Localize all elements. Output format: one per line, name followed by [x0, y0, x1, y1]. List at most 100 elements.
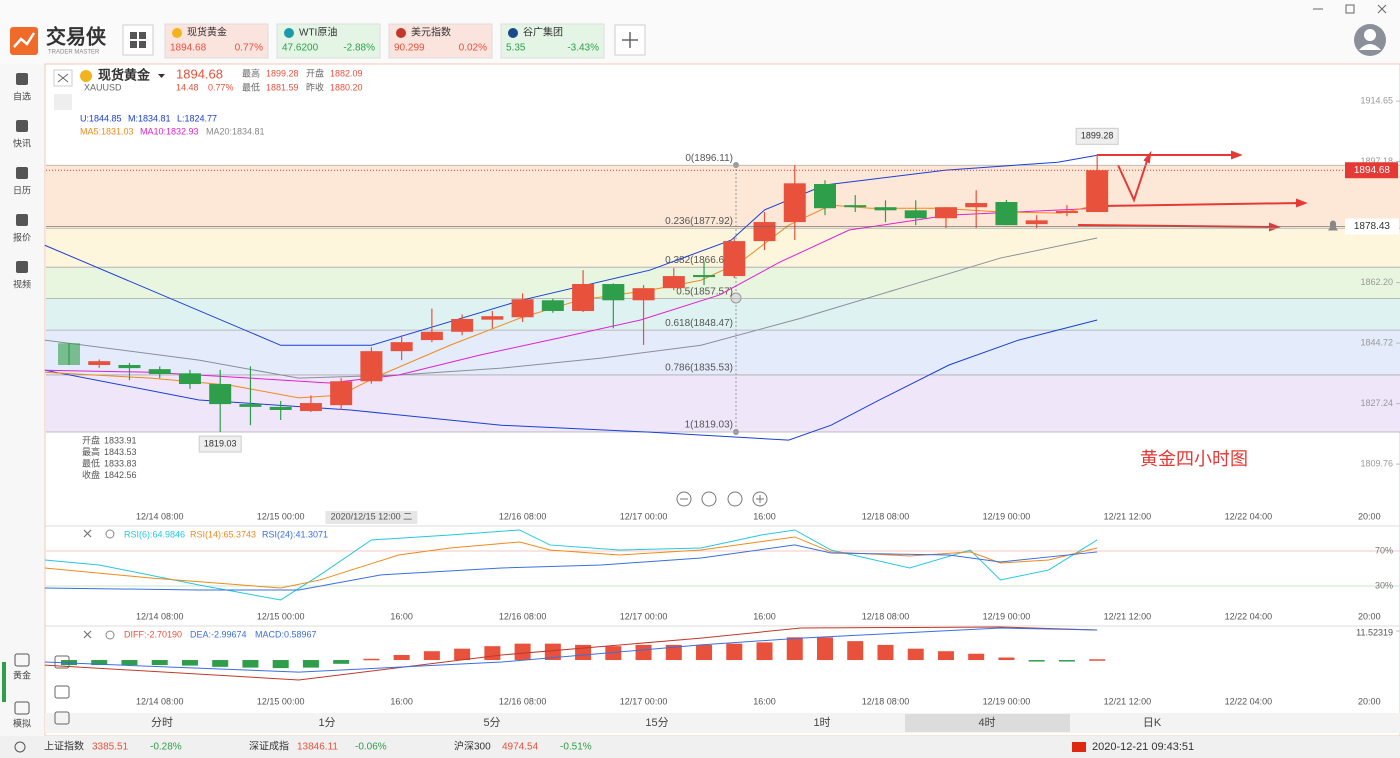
label: 1894.68: [170, 43, 207, 54]
x-tick-label: 20:00: [1358, 611, 1381, 621]
window-controls[interactable]: [1313, 4, 1387, 14]
tab[interactable]: [388, 23, 493, 59]
label: 收盘: [82, 469, 100, 480]
sidebar-item[interactable]: 模拟: [13, 717, 31, 728]
period-tab[interactable]: 4时: [978, 716, 995, 729]
macd-bar: [272, 660, 289, 669]
sidebar-item[interactable]: 黄金: [13, 669, 31, 680]
label: 1833.83: [104, 458, 137, 468]
y-tick-label: 1844.72: [1360, 338, 1393, 348]
fib-band: [46, 298, 1400, 331]
label: WTI原油: [299, 26, 337, 39]
legend-entry: MACD:0.58967: [255, 629, 317, 639]
sidebar-item[interactable]: 报价: [13, 231, 31, 242]
sidebar: [0, 64, 45, 736]
index-name: 深证成指: [249, 740, 289, 753]
icon: [139, 32, 146, 39]
zoom-in[interactable]: [752, 491, 768, 507]
period-tab[interactable]: 1时: [813, 716, 830, 729]
draw-tool-button[interactable]: [54, 94, 72, 110]
period-tab[interactable]: 分时: [151, 716, 173, 729]
fib-handle[interactable]: [730, 292, 742, 304]
last-price-label: 1894.68: [1354, 165, 1391, 176]
y-tick-label: 1827.24: [1360, 398, 1393, 408]
x-tick-label: 12/14 08:00: [136, 511, 184, 521]
x-tick-label: 12/19 00:00: [983, 611, 1031, 621]
cursor-time-bg: [325, 511, 418, 524]
label: 1833.91: [104, 435, 137, 445]
x-tick-label: 12/16 08:00: [499, 611, 547, 621]
candle-body: [1055, 211, 1078, 214]
tool-button[interactable]: [54, 685, 70, 699]
macd-bar: [696, 644, 713, 661]
label: 0.77%: [235, 43, 263, 54]
macd-bar: [544, 643, 561, 661]
sidebar-item[interactable]: 自选: [13, 90, 31, 101]
alert-label: 1878.43: [1354, 221, 1391, 232]
tab-icon: [172, 28, 182, 38]
x-tick-label: 16:00: [753, 511, 776, 521]
legend-entry: RSI(24):41.3071: [262, 529, 328, 539]
legend-entry: DEA:-2.99674: [190, 629, 247, 639]
candle-body: [1025, 220, 1048, 225]
period-tab[interactable]: 日K: [1143, 717, 1162, 729]
candle-body: [330, 381, 353, 406]
x-tick-label: 12/19 00:00: [983, 511, 1031, 521]
tab[interactable]: [276, 23, 381, 59]
icon: [1364, 29, 1376, 41]
candle-body: [209, 384, 232, 405]
candle-body: [541, 300, 564, 312]
x-tick-label: 12/15 00:00: [257, 696, 305, 706]
candle-body: [844, 205, 867, 208]
macd-bar: [393, 654, 410, 661]
candle-body: [632, 288, 655, 301]
sidebar-item[interactable]: 日历: [13, 185, 31, 195]
dropdown-icon[interactable]: [158, 74, 165, 78]
settings-icon[interactable]: [105, 630, 115, 640]
x-tick-label: 12/17 00:00: [620, 696, 668, 706]
prev[interactable]: [701, 491, 717, 507]
macd-bar: [1028, 660, 1045, 662]
next[interactable]: [727, 491, 743, 507]
indicator-line: [44, 319, 1098, 441]
tool-button[interactable]: [54, 711, 70, 725]
macd-bar: [968, 653, 985, 661]
period-tab[interactable]: 1分: [318, 716, 335, 729]
label: 1880.20: [330, 82, 363, 92]
macd-bar: [423, 651, 440, 661]
macd-bar: [91, 660, 108, 666]
label: 现货黄金: [187, 26, 227, 39]
tab[interactable]: [164, 23, 269, 59]
macd-bar: [302, 660, 319, 668]
tab[interactable]: [500, 23, 605, 59]
period-tab[interactable]: 15分: [645, 716, 668, 729]
sidebar-item[interactable]: 视频: [13, 278, 31, 289]
candle-body: [178, 373, 201, 385]
y-tick-label: 30%: [1375, 580, 1393, 590]
tool-button[interactable]: [54, 655, 70, 669]
macd-bar: [635, 644, 652, 661]
y-tick-label: 70%: [1375, 545, 1393, 555]
settings-icon[interactable]: [105, 529, 115, 539]
candle-body: [572, 284, 595, 312]
label: 1842.56: [104, 470, 137, 480]
macd-line: [44, 627, 1098, 673]
icon: [139, 41, 146, 48]
candle-body: [934, 207, 957, 219]
candle-body: [390, 342, 413, 352]
grid-button[interactable]: [122, 24, 154, 56]
icon: [1359, 44, 1381, 50]
label: 现货黄金: [98, 67, 151, 82]
macd-bar: [1089, 659, 1106, 661]
fib-label: 0.786(1835.53): [665, 363, 733, 374]
sidebar-item[interactable]: 快讯: [13, 137, 31, 148]
fib-label: 0.236(1877.92): [665, 216, 733, 227]
label: 90.299: [394, 43, 425, 54]
zoom-out[interactable]: [676, 491, 692, 507]
candle-body: [148, 369, 171, 374]
candle-body: [814, 184, 836, 209]
label: 47.6200: [282, 43, 319, 54]
label: 谷广集团: [523, 26, 563, 39]
status-bar: [0, 736, 1400, 758]
period-tab[interactable]: 5分: [483, 716, 500, 729]
